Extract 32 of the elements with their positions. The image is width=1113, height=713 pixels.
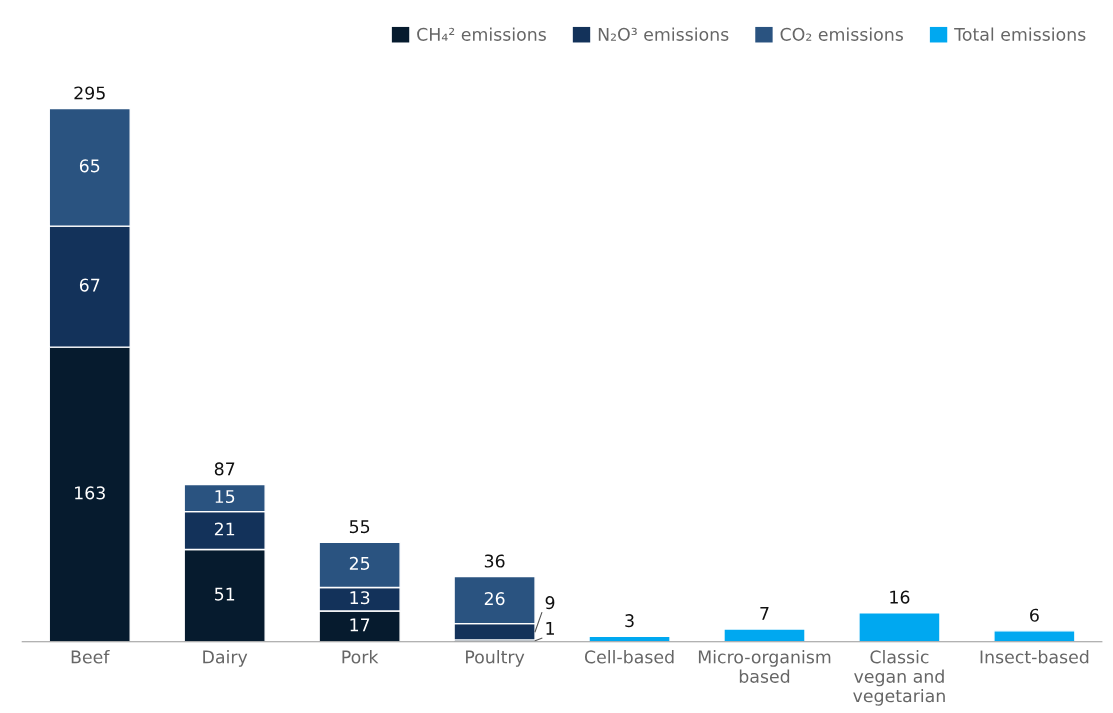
legend-label: CH₄² emissions bbox=[417, 27, 546, 41]
total-label: 16 bbox=[890, 590, 910, 604]
total-label: 295 bbox=[74, 86, 105, 100]
data-label: 1 bbox=[546, 622, 554, 635]
x-tick-label: Micro-organism based bbox=[698, 650, 831, 683]
total-label: 3 bbox=[625, 614, 634, 628]
x-tick-label: Classic vegan and vegetarian bbox=[853, 650, 945, 706]
data-label: 21 bbox=[214, 522, 235, 536]
data-label: 67 bbox=[79, 278, 100, 292]
x-tick-label: Insect-based bbox=[980, 650, 1089, 664]
data-label: 26 bbox=[484, 592, 505, 606]
total-label: 36 bbox=[484, 554, 505, 568]
data-label: 51 bbox=[214, 587, 235, 601]
x-tick-label: Pork bbox=[342, 650, 379, 664]
x-tick-label: Beef bbox=[71, 650, 110, 664]
total-label: 55 bbox=[349, 520, 370, 534]
data-label: 17 bbox=[350, 618, 370, 632]
x-tick-label: Poultry bbox=[466, 650, 525, 667]
legend-label: Total emissions bbox=[954, 27, 1086, 41]
total-label: 87 bbox=[214, 462, 235, 476]
legend-label: CO₂ emissions bbox=[780, 27, 903, 41]
data-label: 13 bbox=[350, 591, 370, 605]
legend-label: N₂O³ emissions bbox=[598, 27, 729, 41]
x-tick-label: Cell-based bbox=[584, 650, 674, 664]
data-label: 65 bbox=[79, 159, 100, 173]
data-label: 25 bbox=[349, 556, 370, 570]
data-label: 15 bbox=[215, 490, 235, 504]
data-label: 9 bbox=[545, 596, 555, 610]
x-tick-label: Dairy bbox=[203, 650, 248, 667]
total-label: 6 bbox=[1030, 608, 1039, 622]
total-label: 7 bbox=[760, 607, 769, 620]
data-label: 163 bbox=[75, 486, 105, 500]
